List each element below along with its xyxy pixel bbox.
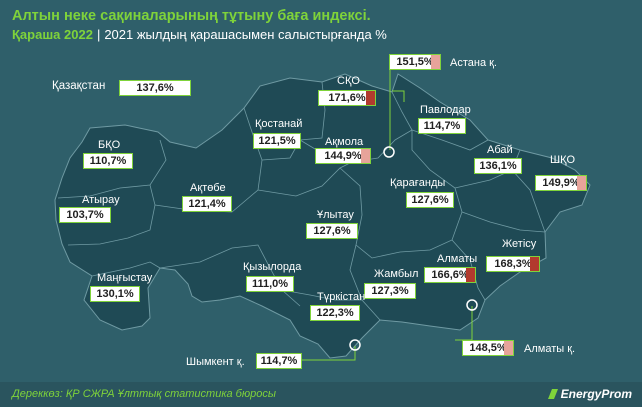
- energyprom-logo-icon: [548, 389, 558, 399]
- region-name-pavlodar: Павлодар: [420, 104, 471, 116]
- region-value-shko: 149,9%: [535, 175, 587, 191]
- shko-highlight-bar: [577, 176, 586, 190]
- region-name-shko: ШҚО: [550, 154, 576, 166]
- region-name-kostanay: Қостанай: [255, 118, 303, 130]
- region-name-shymkent: Шымкент қ.: [186, 356, 245, 368]
- region-value-sko: 171,6%: [318, 90, 376, 106]
- almaty-city-marker: [466, 299, 478, 311]
- chart-subtitle: Қараша 2022 | 2021 жылдың қарашасымен салы…: [12, 27, 387, 42]
- border-ulytau: [257, 161, 353, 197]
- border-karaganda: [339, 130, 463, 259]
- region-name-almaty-city: Алматы қ.: [524, 343, 576, 355]
- region-name-astana: Астана қ.: [450, 57, 497, 69]
- region-value-akmola: 144,9%: [315, 148, 371, 164]
- subtitle-comparison: 2021 жылдың қарашасымен салыстырғанда %: [104, 27, 387, 42]
- region-value-bko: 110,7%: [83, 153, 133, 169]
- region-name-sko: СҚО: [337, 75, 360, 87]
- region-value-pavlodar: 114,7%: [418, 118, 466, 134]
- region-name-kyzylorda: Қызылорда: [243, 261, 302, 273]
- footer: Дереккөз: ҚР СЖРА Ұлттық статистика бюро…: [0, 382, 642, 407]
- region-value-ulytau: 127,6%: [306, 223, 358, 239]
- region-name-akmola: Ақмола: [325, 136, 364, 148]
- zhetisu-highlight-bar: [530, 257, 539, 271]
- region-name-abay: Абай: [487, 144, 513, 156]
- region-value-almaty-city: 148,5%: [462, 340, 514, 356]
- region-value-kyzylorda: 111,0%: [246, 276, 294, 292]
- region-name-mangystau: Маңғыстау: [97, 272, 153, 284]
- border-zhetisu: [461, 211, 546, 233]
- border-pavlodar: [411, 129, 489, 151]
- border-zhambyl: [349, 244, 381, 321]
- energyprom-logo: EnergyProm: [560, 387, 632, 401]
- region-value-zhambyl: 127,3%: [364, 283, 416, 299]
- shymkent-marker: [349, 339, 361, 351]
- region-value-turkistan: 122,3%: [310, 305, 360, 321]
- border-mangystau: [91, 261, 161, 277]
- region-value-abay: 136,1%: [474, 158, 522, 174]
- astana-marker: [383, 146, 395, 158]
- subtitle-period: Қараша 2022: [12, 27, 93, 42]
- region-value-aktobe: 121,4%: [182, 196, 232, 212]
- region-name-bko: БҚО: [98, 139, 121, 151]
- region-name-kazakhstan: Қазақстан: [52, 80, 106, 92]
- region-value-shymkent: 114,7%: [256, 353, 302, 369]
- region-value-mangystau: 130,1%: [90, 286, 140, 302]
- almaty-region-highlight-bar: [466, 268, 475, 282]
- sko-leader: [392, 90, 405, 102]
- city-markers: [349, 146, 478, 351]
- subtitle-separator: |: [96, 27, 101, 42]
- region-value-zhetisu: 168,3%: [486, 256, 540, 272]
- region-value-astana: 151,5%: [389, 54, 441, 70]
- region-name-zhambyl: Жамбыл: [374, 268, 419, 280]
- chart-title: Алтын неке сақиналарының тұтыну баға инд…: [12, 8, 371, 24]
- border-shko: [511, 169, 546, 233]
- region-name-karaganda: Қарағанды: [390, 177, 446, 189]
- source-note: Дереккөз: ҚР СЖРА Ұлттық статистика бюро…: [12, 388, 276, 400]
- astana-highlight-bar: [431, 55, 440, 69]
- border-turkistan: [281, 289, 362, 301]
- almaty-city-highlight-bar: [504, 341, 513, 355]
- region-name-turkistan: Түркістан: [317, 291, 366, 303]
- akmola-highlight-bar: [361, 149, 370, 163]
- region-name-zhetisu: Жетісу: [502, 238, 537, 250]
- region-value-karaganda: 127,6%: [406, 192, 454, 208]
- region-name-aktobe: Ақтөбе: [190, 182, 226, 194]
- border-atyrau: [67, 184, 156, 246]
- region-name-atyrau: Атырау: [82, 194, 120, 206]
- border-bko: [57, 139, 167, 199]
- sko-highlight-bar: [366, 91, 375, 105]
- region-value-kazakhstan: 137,6%: [119, 80, 191, 96]
- region-value-atyrau: 103,7%: [59, 207, 111, 223]
- region-value-kostanay: 121,5%: [253, 133, 301, 149]
- region-name-ulytau: Ұлытау: [317, 209, 354, 221]
- region-value-almaty-region: 166,6%: [424, 267, 476, 283]
- region-name-almaty-region: Алматы: [437, 253, 478, 265]
